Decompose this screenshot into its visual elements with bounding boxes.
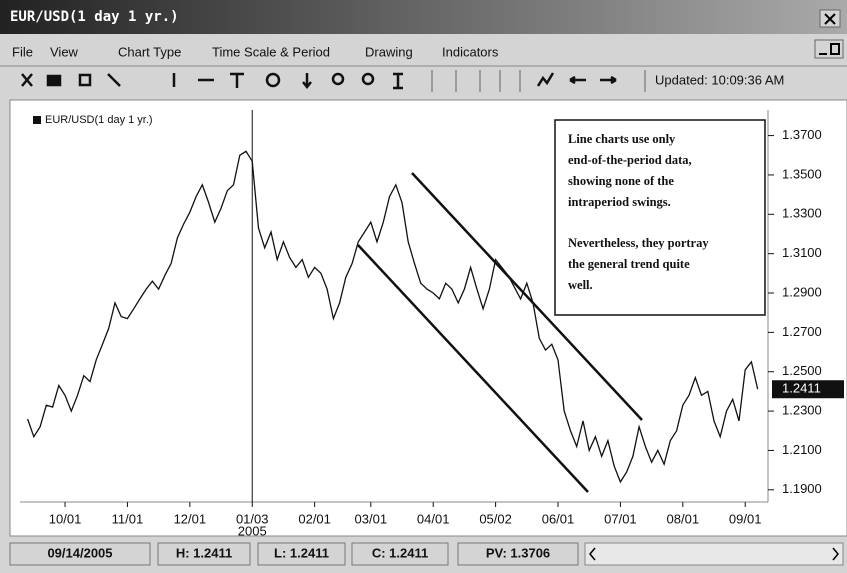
menu-bar: File View Chart Type Time Scale & Period Dra… xyxy=(12,44,499,59)
y-tick-label: 1.3700 xyxy=(782,127,822,142)
trend-channel xyxy=(357,244,589,493)
tool-icon[interactable] xyxy=(230,72,244,88)
status-text: H: 1.2411 xyxy=(176,545,232,560)
x-tick-label: 12/01 xyxy=(174,511,207,526)
status-text: L: 1.2411 xyxy=(274,545,329,560)
status-text: PV: 1.3706 xyxy=(486,545,550,560)
y-tick-label: 1.3300 xyxy=(782,206,822,221)
tool-icon[interactable] xyxy=(393,72,403,90)
menu-item[interactable]: Indicators xyxy=(442,44,499,59)
tool-icon[interactable] xyxy=(361,72,375,86)
annotation-text: the general trend quite xyxy=(568,257,690,271)
y-tick-label: 1.3100 xyxy=(782,245,822,260)
tool-icon[interactable] xyxy=(569,75,586,85)
scroll-arrows[interactable] xyxy=(589,547,839,561)
menu-item[interactable]: Drawing xyxy=(365,44,413,59)
status-cell xyxy=(257,542,346,566)
scrollbar[interactable] xyxy=(584,542,844,566)
x-tick-label: 10/01 xyxy=(49,511,82,526)
x-tick-label: 08/01 xyxy=(667,511,700,526)
y-tick-label: 1.2700 xyxy=(782,324,822,339)
annotation-text: Nevertheless, they portray xyxy=(568,236,709,250)
menu-item[interactable]: Chart Type xyxy=(118,44,181,59)
tool-icon[interactable] xyxy=(331,72,345,86)
annotation-text: end-of-the-period data, xyxy=(568,153,692,167)
x-tick-label: 01/03 xyxy=(236,511,269,526)
tool-icon[interactable] xyxy=(21,73,33,87)
menu-item[interactable]: View xyxy=(50,44,79,59)
y-tick-label: 1.1900 xyxy=(782,481,822,496)
year-label: 2005 xyxy=(238,523,267,538)
annotation-text: Line charts use only xyxy=(568,132,676,146)
annotation-text: well. xyxy=(568,278,593,292)
x-tick-label: 07/01 xyxy=(604,511,637,526)
status-text: C: 1.2411 xyxy=(372,545,428,560)
y-tick-label: 1.2100 xyxy=(782,442,822,457)
price-line xyxy=(26,150,759,484)
window-title: EUR/USD(1 day 1 yr.) xyxy=(10,9,179,25)
title-bar xyxy=(0,0,847,34)
close-button[interactable] xyxy=(819,9,841,28)
y-tick-label: 1.3500 xyxy=(782,166,822,181)
tool-icon[interactable] xyxy=(600,75,617,85)
x-tick-label: 04/01 xyxy=(417,511,450,526)
legend-label: EUR/USD(1 day 1 yr.) xyxy=(45,114,153,126)
y-tick-label: 1.2500 xyxy=(782,363,822,378)
chart: 1.3700 1.3500 1.3300 1.3100 1.2900 1.2700 1.25… xyxy=(20,110,844,538)
toolbar xyxy=(21,70,646,92)
updated-time: Updated: 10:09:36 AM xyxy=(655,72,784,87)
status-cell xyxy=(9,542,151,566)
x-tick-label: 09/01 xyxy=(729,511,762,526)
status-cell xyxy=(457,542,579,566)
tool-icon[interactable] xyxy=(46,74,62,87)
status-bar: 09/14/2005 H: 1.2411 L: 1.2411 C: 1.2411 PV:… xyxy=(9,542,579,566)
legend-swatch xyxy=(33,116,41,124)
current-price-box xyxy=(772,380,844,399)
menu-item[interactable]: Time Scale & Period xyxy=(212,44,330,59)
x-tick-label: 02/01 xyxy=(298,511,331,526)
x-tick-label: 03/01 xyxy=(355,511,388,526)
tool-icon[interactable] xyxy=(265,72,281,88)
x-tick-label: 06/01 xyxy=(542,511,575,526)
annotation-text: showing none of the xyxy=(568,174,674,188)
restore-button[interactable] xyxy=(814,39,844,59)
annotation-text: intraperiod swings. xyxy=(568,195,671,209)
status-text: 09/14/2005 xyxy=(47,545,112,560)
menu-item[interactable]: File xyxy=(12,44,33,59)
tool-icon[interactable] xyxy=(107,73,121,87)
y-tick-label: 1.2900 xyxy=(782,284,822,299)
status-cell xyxy=(351,542,449,566)
status-cell xyxy=(157,542,251,566)
y-tick-label: 1.2300 xyxy=(782,403,822,418)
trend-channel xyxy=(411,172,643,421)
x-tick-label: 05/02 xyxy=(479,511,512,526)
tool-icon[interactable] xyxy=(302,73,312,90)
tool-icon[interactable] xyxy=(78,73,92,87)
current-price-label: 1.2411 xyxy=(782,381,821,396)
x-tick-label: 11/01 xyxy=(112,511,144,526)
annotation-box xyxy=(554,119,766,316)
tool-icon[interactable] xyxy=(536,72,555,87)
